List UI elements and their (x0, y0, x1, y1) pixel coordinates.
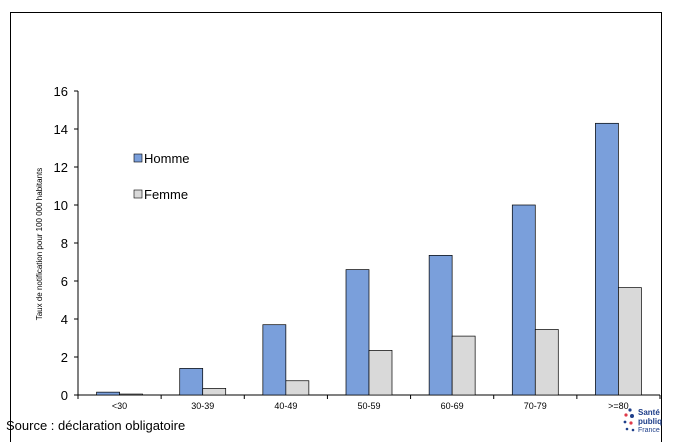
chart-frame (10, 12, 662, 442)
logo-line-2: publiq (638, 417, 662, 426)
source-note: Source : déclaration obligatoire (6, 418, 186, 433)
y-tick-label: 16 (54, 84, 68, 99)
x-tick-label: <30 (112, 401, 127, 411)
bar-femme-4 (451, 335, 476, 396)
bar-femme-1 (202, 388, 227, 396)
bar-femme-6 (618, 287, 642, 396)
bar-femme-0 (119, 393, 143, 396)
x-tick-label: 40-49 (274, 401, 297, 411)
x-tick-label: 50-59 (357, 401, 380, 411)
y-tick-label: 12 (54, 160, 68, 175)
legend-label-femme: Femme (144, 187, 188, 202)
y-tick-label: 2 (61, 350, 68, 365)
x-tick-label: 70-79 (524, 401, 547, 411)
bar-homme-3 (345, 269, 370, 396)
chart-bars (96, 122, 642, 396)
y-axis-label: Taux de notification pour 100 000 habita… (35, 168, 44, 321)
sante-publique-france-logo: Santé publiq France (623, 408, 662, 434)
y-tick-label: 8 (61, 236, 68, 251)
y-tick-label: 6 (61, 274, 68, 289)
bar-homme-6 (595, 122, 619, 396)
bar-homme-2 (262, 324, 287, 396)
bar-femme-2 (285, 380, 310, 396)
x-tick-label: 60-69 (441, 401, 464, 411)
legend-swatch-femme (133, 189, 143, 199)
chart-axes: 0 2 4 6 8 10 12 14 16 <30 30-39 40-49 50-59 60-69 70-7… (54, 84, 661, 411)
legend-swatch-homme (133, 153, 143, 163)
bar-homme-0 (96, 391, 120, 396)
bar-homme-5 (511, 204, 536, 396)
y-tick-label: 4 (61, 312, 68, 327)
bar-homme-1 (179, 368, 204, 396)
logo-line-1: Santé (638, 408, 660, 417)
dots-logo-icon (623, 408, 635, 432)
x-tick-label: >=80 (608, 401, 629, 411)
bar-femme-3 (368, 350, 393, 396)
x-tick-label: 30-39 (191, 401, 214, 411)
chart-legend: Homme Femme (133, 151, 190, 202)
bar-homme-4 (428, 255, 453, 396)
bar-femme-5 (534, 329, 559, 396)
y-tick-label: 10 (54, 198, 68, 213)
logo-line-3: France (638, 427, 660, 434)
legend-label-homme: Homme (144, 151, 190, 166)
y-tick-label: 14 (54, 122, 68, 137)
y-tick-label: 0 (61, 388, 68, 403)
